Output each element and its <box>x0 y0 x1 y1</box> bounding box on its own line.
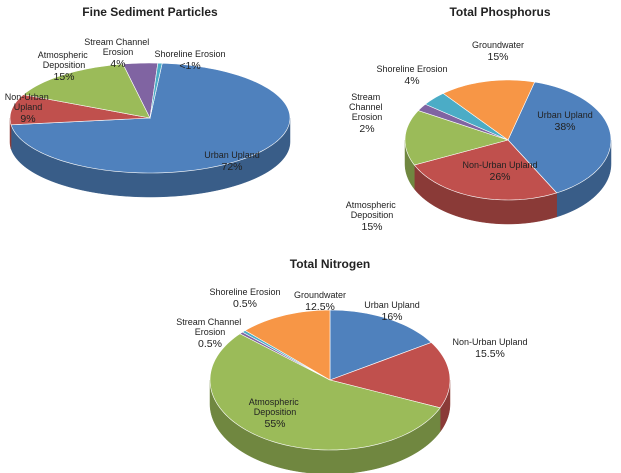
value-label: 15% <box>361 221 382 233</box>
slice-label: Atmospheric Deposition <box>249 397 302 417</box>
label-line: Shoreline Erosion <box>376 64 447 74</box>
label-line: Erosion <box>195 327 226 337</box>
label-line: Upland <box>14 102 43 112</box>
slice-label: Stream Channel Erosion <box>176 317 244 337</box>
slice <box>22 63 151 119</box>
slice-label: Urban Upland <box>364 300 420 310</box>
slice-label: Shoreline Erosion <box>376 64 447 74</box>
slice-label: Shoreline Erosion <box>154 49 225 59</box>
slice <box>10 62 291 174</box>
value-label: 0.5% <box>233 298 257 310</box>
label-line: Deposition <box>351 210 394 220</box>
label-line: Urban Upland <box>364 300 420 310</box>
label-line: Stream Channel <box>84 37 152 47</box>
label-line: Deposition <box>43 60 86 70</box>
slice <box>442 79 536 141</box>
chart-title: Fine Sediment Particles <box>82 5 218 19</box>
slice-label: Non-Urban Upland <box>462 160 537 170</box>
slice <box>413 139 558 201</box>
slice-label: Stream Channel Erosion <box>349 92 385 122</box>
slice-label: Shoreline Erosion <box>209 287 280 297</box>
slice <box>149 62 163 119</box>
slice <box>209 333 441 451</box>
value-label: 38% <box>554 121 575 133</box>
label-line: Erosion <box>103 47 134 57</box>
value-label: 2% <box>359 123 374 135</box>
value-label: 12.5% <box>305 301 335 313</box>
label-line: Urban Upland <box>204 150 260 160</box>
slice-label: Non-Urban Upland <box>5 92 52 112</box>
slice <box>244 309 331 381</box>
value-label: 16% <box>381 311 402 323</box>
label-line: Atmospheric <box>38 50 91 60</box>
value-label: 72% <box>221 161 242 173</box>
label-line: Atmospheric <box>346 200 399 210</box>
value-label: 0.5% <box>198 338 222 350</box>
slice-label: Urban Upland <box>204 150 260 160</box>
label-line: Channel <box>349 102 385 112</box>
value-label: 15.5% <box>475 348 505 360</box>
value-label: 26% <box>489 171 510 183</box>
slice-label: Groundwater <box>472 40 524 50</box>
slice <box>424 93 509 141</box>
value-label: 4% <box>110 58 125 70</box>
slice <box>122 62 159 119</box>
pie-tops <box>9 62 291 174</box>
slice <box>404 110 510 166</box>
slice <box>329 309 432 381</box>
chart-title: Total Nitrogen <box>290 257 370 271</box>
label-line: Stream Channel <box>176 317 244 327</box>
slice-label: Groundwater <box>294 290 346 300</box>
chart-title: Total Phosphorus <box>449 5 550 19</box>
label-line: Atmospheric <box>249 397 302 407</box>
label-line: Shoreline Erosion <box>209 287 280 297</box>
label-line: Urban Upland <box>537 110 593 120</box>
label-line: Groundwater <box>294 290 346 300</box>
label-line: Groundwater <box>472 40 524 50</box>
slice <box>9 94 151 126</box>
pie-tops <box>404 79 612 201</box>
value-label: <1% <box>179 60 200 72</box>
value-label: 15% <box>487 51 508 63</box>
pie-tops <box>209 309 451 451</box>
label-line: Non-Urban Upland <box>452 337 527 347</box>
label-line: Erosion <box>352 112 383 122</box>
value-label: 15% <box>53 71 74 83</box>
slice-label: Urban Upland <box>537 110 593 120</box>
slice-label: Stream Channel Erosion <box>84 37 152 57</box>
label-line: Stream <box>351 92 383 102</box>
label-line: Non-Urban Upland <box>462 160 537 170</box>
slice-label: Non-Urban Upland <box>452 337 527 347</box>
slice <box>328 342 451 409</box>
label-line: Non-Urban <box>5 92 52 102</box>
value-label: 9% <box>20 113 35 125</box>
slice <box>507 81 612 194</box>
label-line: Deposition <box>254 407 297 417</box>
slice-label: Atmospheric Deposition <box>38 50 91 70</box>
value-label: 55% <box>264 418 285 430</box>
value-label: 4% <box>404 75 419 87</box>
slice-label: Atmospheric Deposition <box>346 200 399 220</box>
label-line: Shoreline Erosion <box>154 49 225 59</box>
